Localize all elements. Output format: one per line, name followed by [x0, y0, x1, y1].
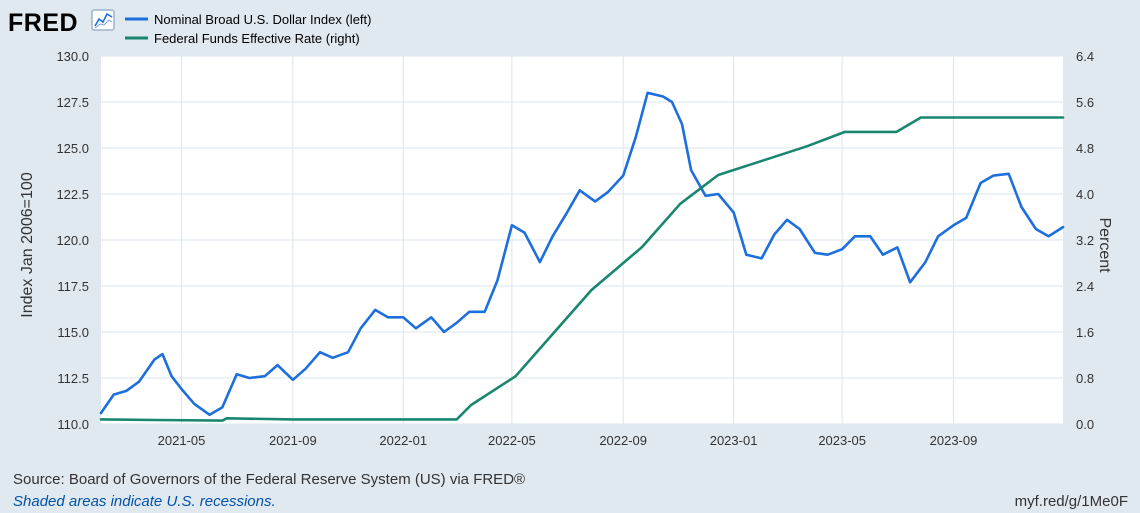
x-tick-label: 2023-05 — [818, 433, 866, 448]
chart-svg: 110.0 112.5 115.0 117.5 120.0 122.5 125.0 127.5… — [8, 9, 1113, 448]
source-text: Source: Board of Governors of the Federa… — [13, 471, 526, 488]
y-left-tick-label: 130.0 — [56, 49, 89, 64]
y-right-tick-label: 4.8 — [1076, 141, 1094, 156]
y-left-tick-label: 112.5 — [57, 371, 89, 386]
y-left-tick-label: 115.0 — [57, 325, 89, 340]
left-axis-ticks: 110.0 112.5 115.0 117.5 120.0 122.5 125.0 127.5… — [56, 49, 89, 432]
x-tick-label: 2021-09 — [269, 433, 317, 448]
x-axis-ticks: 2021-05 2021-09 2022-01 2022-05 2022-09 2023-… — [158, 433, 978, 448]
x-tick-label: 2022-09 — [599, 433, 647, 448]
legend: Nominal Broad U.S. Dollar Index (left) F… — [125, 12, 371, 46]
legend-label-fed-funds: Federal Funds Effective Rate (right) — [154, 31, 360, 46]
fred-graph-icon — [91, 9, 115, 31]
y-axis-left-title: Index Jan 2006=100 — [19, 172, 36, 318]
short-url-link[interactable]: myf.red/g/1Me0F — [1014, 493, 1128, 510]
x-tick-label: 2023-01 — [710, 433, 758, 448]
right-axis-ticks: 0.0 0.8 1.6 2.4 3.2 4.0 4.8 5.6 6.4 — [1076, 49, 1094, 432]
y-right-tick-label: 0.0 — [1076, 417, 1094, 432]
recession-note: Shaded areas indicate U.S. recessions. — [13, 493, 276, 510]
y-left-tick-label: 125.0 — [56, 141, 89, 156]
series-line-fed-funds-rate — [99, 116, 1065, 422]
legend-item-fed-funds[interactable]: Federal Funds Effective Rate (right) — [125, 31, 360, 46]
x-tick-label: 2022-05 — [488, 433, 536, 448]
y-left-tick-label: 122.5 — [56, 187, 89, 202]
y-right-tick-label: 6.4 — [1076, 49, 1094, 64]
y-left-tick-label: 127.5 — [56, 95, 89, 110]
y-right-tick-label: 4.0 — [1076, 187, 1094, 202]
y-right-tick-label: 0.8 — [1076, 371, 1094, 386]
chart-container: 110.0 112.5 115.0 117.5 120.0 122.5 125.0 127.5… — [0, 0, 1140, 465]
fred-logo-text: FRED — [8, 9, 78, 37]
x-tick-label: 2023-09 — [930, 433, 978, 448]
series-layer — [99, 91, 1065, 422]
y-left-tick-label: 110.0 — [57, 417, 89, 432]
y-right-tick-label: 3.2 — [1076, 233, 1094, 248]
legend-item-dollar-index[interactable]: Nominal Broad U.S. Dollar Index (left) — [125, 12, 371, 27]
fred-logo[interactable]: FRED — [8, 9, 115, 37]
grid-lines — [101, 55, 1063, 425]
chart-footer: Source: Board of Governors of the Federa… — [0, 465, 1140, 513]
x-tick-label: 2022-01 — [379, 433, 427, 448]
y-left-tick-label: 120.0 — [56, 233, 89, 248]
y-right-tick-label: 2.4 — [1076, 279, 1094, 294]
y-axis-right-title: Percent — [1096, 217, 1113, 273]
x-tick-label: 2021-05 — [158, 433, 206, 448]
legend-label-dollar-index: Nominal Broad U.S. Dollar Index (left) — [154, 12, 371, 27]
y-left-tick-label: 117.5 — [57, 279, 89, 294]
series-line-dollar-index — [99, 91, 1065, 417]
y-right-tick-label: 1.6 — [1076, 325, 1094, 340]
y-right-tick-label: 5.6 — [1076, 95, 1094, 110]
